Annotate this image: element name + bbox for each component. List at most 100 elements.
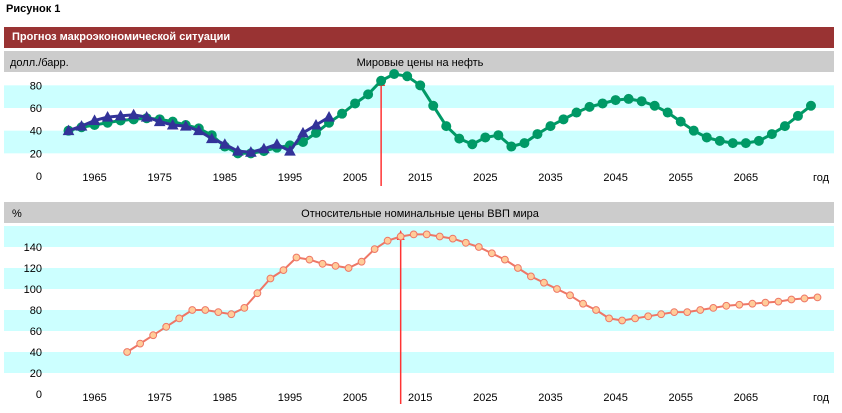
gdp-y-tick-label: 140 bbox=[24, 242, 42, 254]
oil-forecast-point bbox=[428, 100, 439, 111]
oil-forecast-point bbox=[805, 100, 816, 111]
oil-actual-point bbox=[127, 108, 140, 120]
gdp-gdp-point bbox=[735, 300, 744, 309]
gdp-gdp-point bbox=[761, 298, 770, 307]
gdp-gdp-point bbox=[787, 295, 796, 304]
oil-forecast-point bbox=[714, 135, 725, 146]
gdp-x-tick-label: 2025 bbox=[473, 392, 497, 404]
oil-forecast-point bbox=[792, 110, 803, 121]
oil-forecast-point bbox=[636, 96, 647, 107]
gdp-y-tick-label: 100 bbox=[24, 284, 42, 296]
oil-forecast-point bbox=[753, 135, 764, 146]
gdp-gdp-point bbox=[201, 306, 210, 314]
gdp-gdp-point bbox=[149, 331, 158, 340]
oil-actual-point bbox=[231, 145, 244, 156]
gdp-gdp-point bbox=[266, 274, 275, 283]
oil-forecast-point bbox=[376, 75, 387, 86]
oil-actual-point bbox=[62, 124, 75, 136]
oil-actual-point bbox=[88, 114, 101, 125]
oil-chart-ylabel: долл./барр. bbox=[10, 57, 69, 69]
oil-actual-point bbox=[284, 145, 296, 156]
oil-forecast-point bbox=[454, 133, 465, 144]
oil-y-tick-label: 20 bbox=[30, 148, 42, 160]
gdp-gdp-point bbox=[331, 262, 340, 270]
gdp-chart-ylabel: % bbox=[12, 208, 22, 220]
oil-forecast-point bbox=[415, 80, 426, 91]
gdp-gdp-point bbox=[709, 304, 718, 312]
oil-forecast-point bbox=[337, 108, 348, 119]
gdp-gdp-point bbox=[800, 294, 809, 303]
oil-y-tick-label: 0 bbox=[36, 171, 42, 183]
gdp-gdp-point bbox=[683, 308, 692, 317]
gdp-price-chart: % Относительные номинальные цены ВВП мир… bbox=[4, 202, 834, 404]
gdp-gdp-point bbox=[500, 255, 509, 264]
gdp-y-tick-label: 40 bbox=[30, 347, 42, 359]
oil-forecast-point bbox=[389, 69, 400, 79]
gdp-gdp-point bbox=[292, 253, 301, 262]
gdp-gdp-point bbox=[553, 285, 561, 293]
oil-actual-point bbox=[205, 132, 218, 144]
gdp-x-tick-label: 1965 bbox=[82, 392, 106, 404]
gdp-gdp-point bbox=[175, 314, 184, 323]
gdp-gdp-point bbox=[435, 232, 444, 241]
gdp-gdp-point bbox=[162, 322, 171, 331]
oil-y-tick-label: 80 bbox=[30, 80, 42, 92]
oil-forecast-point bbox=[701, 132, 712, 143]
oil-forecast-point bbox=[441, 121, 452, 132]
gdp-gdp-point bbox=[527, 272, 535, 281]
oil-chart-title: Мировые цены на нефть bbox=[357, 57, 484, 69]
gdp-y-tick-label: 20 bbox=[30, 368, 42, 380]
oil-forecast-point bbox=[350, 98, 361, 109]
oil-forecast-point bbox=[610, 95, 621, 106]
oil-forecast-point bbox=[311, 127, 321, 138]
oil-x-tick-label: 2005 bbox=[343, 172, 367, 184]
gdp-gdp-point bbox=[123, 348, 132, 356]
gdp-gdp-point bbox=[188, 306, 197, 314]
gdp-x-tick-label: 2005 bbox=[343, 392, 367, 404]
oil-forecast-point bbox=[467, 139, 478, 150]
gdp-gdp-point bbox=[722, 301, 731, 310]
gdp-gdp-point bbox=[227, 310, 236, 319]
oil-forecast-point bbox=[675, 116, 686, 127]
gdp-gdp-point bbox=[318, 259, 327, 268]
gdp-gdp-point bbox=[396, 232, 405, 241]
gdp-band-2 bbox=[4, 268, 834, 289]
oil-actual-point bbox=[166, 118, 179, 130]
gdp-band-0 bbox=[4, 352, 834, 373]
gdp-chart-x-ticks: 1965 1975 1985 1995 2005 2015 2025 2035 2045 2055… bbox=[82, 392, 758, 404]
gdp-chart-title: Относительные номинальные цены ВВП мира bbox=[301, 208, 540, 220]
oil-chart-xlabel: год bbox=[813, 172, 830, 184]
gdp-x-tick-label: 2065 bbox=[734, 392, 758, 404]
gdp-gdp-point bbox=[383, 236, 392, 245]
gdp-y-tick-label: 60 bbox=[30, 326, 42, 338]
oil-actual-point bbox=[114, 109, 127, 121]
oil-forecast-point bbox=[584, 101, 595, 112]
gdp-x-tick-label: 1985 bbox=[213, 392, 237, 404]
gdp-chart-xlabel: год bbox=[813, 392, 830, 404]
gdp-gdp-point bbox=[774, 297, 783, 306]
oil-actual-point bbox=[153, 115, 166, 127]
oil-forecast-point bbox=[766, 129, 777, 140]
gdp-chart-y-ticks: 0 20 40 60 80 100 120 140 bbox=[24, 242, 42, 401]
oil-y-tick-label: 40 bbox=[30, 126, 42, 138]
oil-actual-point bbox=[218, 138, 231, 149]
oil-forecast-point bbox=[297, 137, 308, 147]
gdp-gdp-point bbox=[657, 310, 666, 319]
gdp-y-tick-label: 80 bbox=[30, 305, 42, 317]
gdp-gdp-point bbox=[240, 304, 249, 312]
gdp-band-3 bbox=[4, 226, 834, 247]
oil-actual-point bbox=[75, 120, 88, 131]
oil-actual-point bbox=[179, 120, 192, 131]
oil-y-tick-label: 60 bbox=[30, 103, 42, 115]
oil-actual-point bbox=[297, 126, 309, 138]
oil-forecast-point bbox=[727, 138, 738, 149]
oil-forecast-line bbox=[68, 72, 812, 155]
gdp-gdp-point bbox=[631, 314, 640, 323]
oil-price-chart: долл./барр. Мировые цены на нефть 0 20 40 6… bbox=[4, 51, 834, 186]
oil-x-tick-label: 1985 bbox=[213, 172, 237, 184]
gdp-gdp-point bbox=[579, 299, 587, 308]
oil-forecast-point bbox=[493, 130, 504, 141]
oil-chart-series bbox=[62, 69, 816, 159]
gdp-gdp-point bbox=[474, 243, 483, 251]
